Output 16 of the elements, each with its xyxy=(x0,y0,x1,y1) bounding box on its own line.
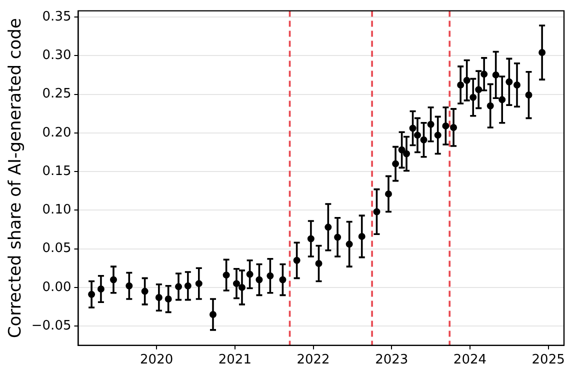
y-tick-label: 0.25 xyxy=(42,86,72,102)
y-tick-label: 0.05 xyxy=(42,241,72,256)
x-tick-label: 2025 xyxy=(532,352,565,368)
y-tick-label: 0.30 xyxy=(42,48,72,63)
x-tick-label: 2021 xyxy=(218,352,252,368)
y-tick-label: 0.20 xyxy=(42,125,72,140)
x-tick-label: 2024 xyxy=(453,352,487,368)
y-tick-label: 0.10 xyxy=(42,202,72,218)
x-tick-label: 2022 xyxy=(296,352,330,368)
y-axis-title: Corrected share of AI-generated code xyxy=(6,18,26,338)
y-tick-label: −0.05 xyxy=(31,318,72,334)
y-tick-label: 0.00 xyxy=(42,280,72,295)
y-tick-label: 0.15 xyxy=(42,164,72,179)
x-tick-label: 2020 xyxy=(140,352,174,368)
x-tick-label: 2023 xyxy=(375,352,408,368)
y-tick-label: 0.35 xyxy=(42,9,72,24)
